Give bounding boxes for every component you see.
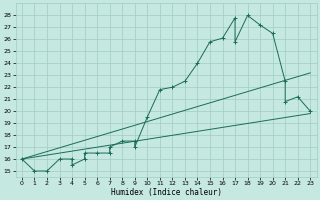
X-axis label: Humidex (Indice chaleur): Humidex (Indice chaleur) — [111, 188, 221, 197]
